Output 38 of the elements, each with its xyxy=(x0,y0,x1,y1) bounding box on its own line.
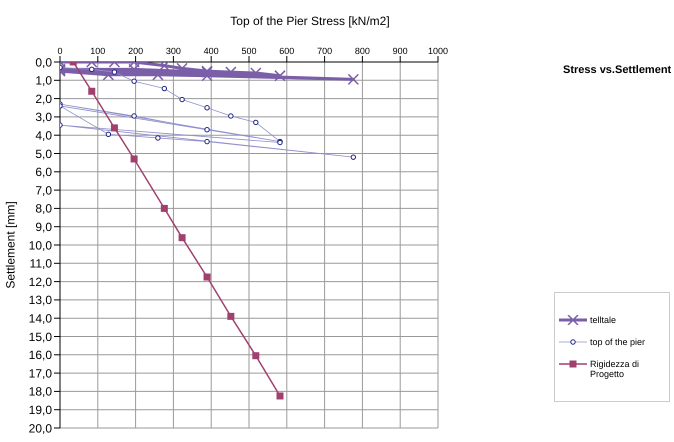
x-tick-label: 500 xyxy=(241,46,257,56)
y-tick-label: 19,0 xyxy=(28,402,52,417)
y-tick-label: 0,0 xyxy=(35,55,52,70)
y-axis-title: Settlement [mm] xyxy=(3,201,18,289)
y-tick-label: 15,0 xyxy=(28,330,52,344)
x-axis-title: Top of the Pier Stress [kN/m2] xyxy=(229,14,391,28)
x-tick-label: 600 xyxy=(279,46,294,56)
y-tick-label: 9,0 xyxy=(35,220,52,234)
x-tick-label: 800 xyxy=(354,46,370,56)
x-tick-label: 1000 xyxy=(428,46,448,56)
y-tick-label: 7,0 xyxy=(35,183,52,198)
text: Stress vs.Settlement xyxy=(563,64,672,76)
x-tick-label: 0 xyxy=(57,46,63,56)
y-tick-label: 10,0 xyxy=(28,238,52,252)
x-tick-label: 100 xyxy=(90,46,106,56)
x-tick-label: 900 xyxy=(392,46,408,56)
y-tick-label: 18,0 xyxy=(28,384,52,399)
y-tick-label: 8,0 xyxy=(35,202,52,216)
legend-label: telltale xyxy=(590,315,616,325)
x-tick-label: 700 xyxy=(317,46,332,56)
y-tick-label: 13,0 xyxy=(28,293,52,308)
y-tick-label: 17,0 xyxy=(28,366,52,380)
y-tick-label: 3,0 xyxy=(35,110,52,124)
y-tick-label: 4,0 xyxy=(35,128,52,142)
x-tick-label: 300 xyxy=(166,46,181,56)
y-tick-label: 2,0 xyxy=(35,92,52,106)
legend-label: top of the pier xyxy=(590,337,646,347)
x-tick-label: 200 xyxy=(128,46,144,56)
y-tick-label: 12,0 xyxy=(28,274,52,289)
y-tick-label: 6,0 xyxy=(35,165,52,180)
y-tick-label: 1,0 xyxy=(35,74,52,88)
y-tick-label: 20,0 xyxy=(28,421,52,436)
x-tick-label: 400 xyxy=(204,46,219,56)
y-tick-label: 14,0 xyxy=(28,311,52,326)
y-tick-label: 16,0 xyxy=(28,348,52,362)
y-tick-label: 5,0 xyxy=(35,146,52,161)
legend-label: Rigidezza di Progetto xyxy=(590,359,640,379)
y-tick-label: 11,0 xyxy=(30,256,52,271)
